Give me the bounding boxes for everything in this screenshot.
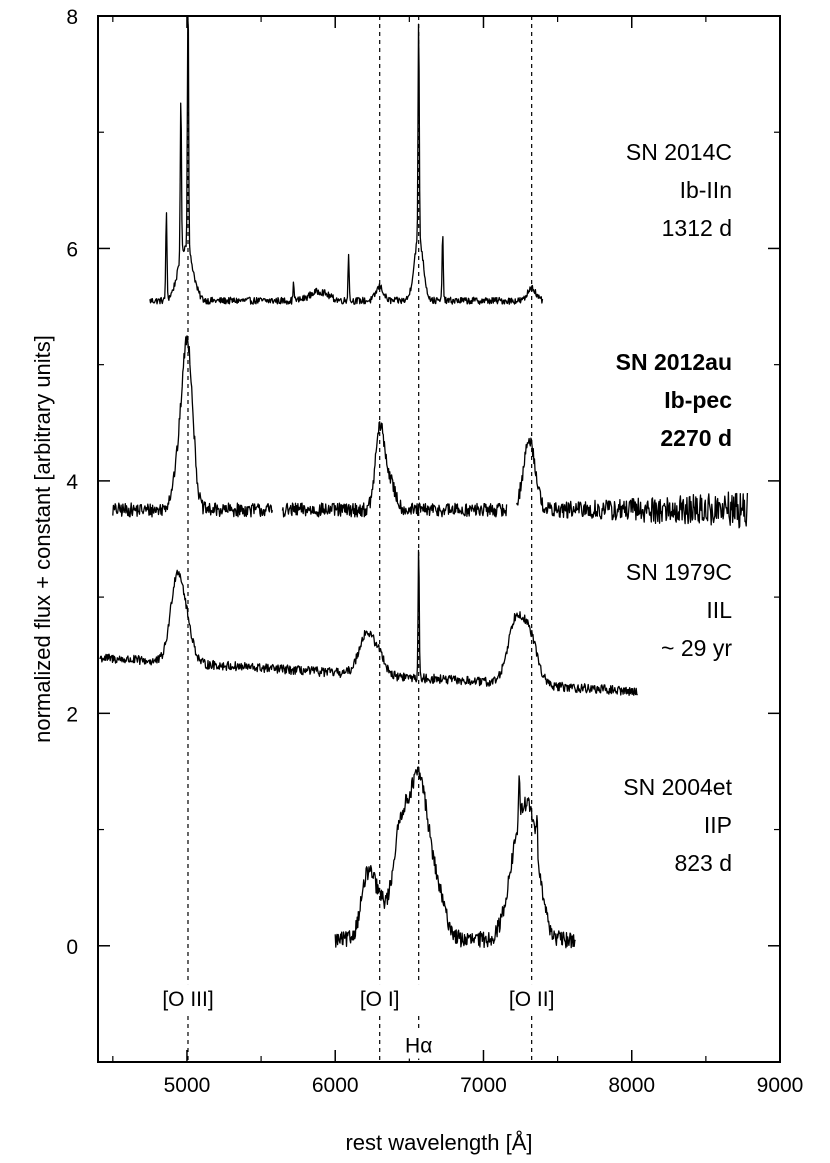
x-tick-label: 8000 [608,1074,655,1097]
series-label: 1312 d [662,215,732,241]
axis-ticks: 5000 6000 7000 8000 9000 0 2 4 6 8 [66,6,803,1097]
reference-line-label: Hα [405,1035,432,1058]
x-tick-label: 9000 [757,1074,804,1097]
series-label: SN 1979C [626,559,732,585]
plot-frame [97,15,781,1063]
spectrum-line [99,549,638,696]
spectrum-line [149,16,544,305]
series-label: SN 2004et [623,774,732,800]
reference-label-bg [398,1030,439,1059]
x-tick-label: 6000 [312,1074,359,1097]
y-tick-label: 4 [66,471,78,494]
series-label: SN 2012au [616,349,732,375]
reference-line-label: [O I] [360,988,400,1011]
reference-label-bg [337,984,422,1013]
series-label: Ib-pec [664,387,732,413]
x-tick-label: 5000 [164,1074,211,1097]
reference-lines [187,16,533,1062]
series-labels: SN 2014C Ib-IIn 1312 d SN 2012au Ib-pec 2270 … [616,139,733,876]
spectra-series [99,16,749,949]
reference-label-bg [489,984,574,1013]
series-label: ~ 29 yr [661,635,732,661]
spectrum-line [112,335,749,529]
reference-label-bg [145,984,230,1013]
y-tick-label: 6 [66,238,78,261]
x-tick-label: 7000 [460,1074,507,1097]
series-label: 2270 d [660,425,732,451]
reference-line-label: [O III] [162,988,213,1011]
y-tick-label: 8 [66,6,78,29]
series-label: IIP [704,812,732,838]
series-label: Ib-IIn [680,177,732,203]
series-label: SN 2014C [626,139,732,165]
y-tick-label: 2 [66,703,78,726]
series-label: 823 d [674,850,732,876]
reference-line-label: [O II] [509,988,555,1011]
y-tick-label: 0 [66,936,78,959]
y-axis-label: normalized flux + constant [arbitrary un… [30,335,55,743]
reference-line-labels: [O III] [O I] Hα [O II] [145,984,574,1059]
x-axis-label: rest wavelength [Å] [345,1130,532,1155]
series-label: IIL [706,597,732,623]
spectrum-line [334,766,576,949]
